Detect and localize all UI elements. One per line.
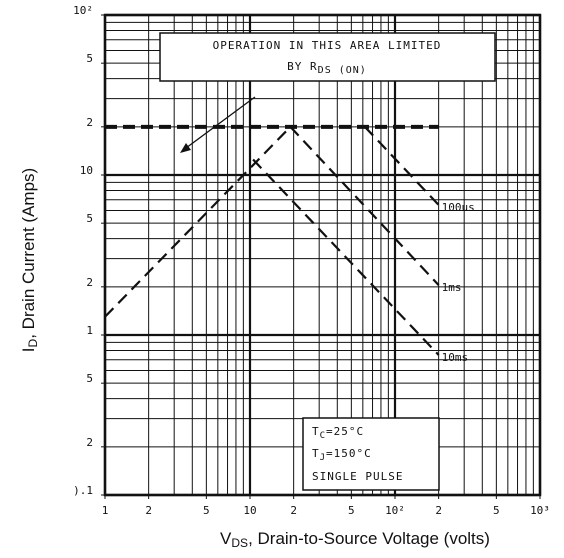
series-label: 100us (442, 201, 475, 214)
x-tick-label: 10³ (530, 504, 550, 517)
series-label: 10ms (442, 351, 469, 364)
x-tick-label: 10 (243, 504, 256, 517)
grid: 1 2 5 10 2 5 10² 2 5 10³ ).1 2 5 1 2 5 10 2 5 10² 100us 1ms 10… (73, 4, 550, 517)
y-axis-label: , Drain Current (Amps) (19, 168, 38, 339)
annotation: T (312, 425, 320, 438)
y-tick-label: 10 (80, 164, 93, 177)
y-tick-label: 10² (73, 4, 93, 17)
y-tick-label: 5 (86, 52, 93, 65)
x-tick-label: 2 (435, 504, 442, 517)
x-axis-label: V (220, 529, 232, 548)
y-tick-label: 2 (86, 116, 93, 129)
annotation: TJ=150°C (312, 447, 372, 463)
plot-border (103, 13, 542, 497)
y-tick-label: 5 (86, 212, 93, 225)
series-line (364, 126, 440, 206)
annotation: =150°C (326, 447, 372, 460)
y-tick-label: 5 (86, 372, 93, 385)
x-tick-label: 2 (290, 504, 297, 517)
y-tick-label: 2 (86, 436, 93, 449)
x-axis-label: VDS, Drain-to-Source Voltage (volts) (220, 529, 490, 550)
x-tick-label: 10² (385, 504, 405, 517)
x-tick-label: 5 (348, 504, 355, 517)
annotation-box (159, 32, 496, 82)
series-line (252, 158, 440, 356)
x-tick-label: 1 (102, 504, 109, 517)
x-tick-label: 5 (203, 504, 210, 517)
annotation: C (320, 431, 326, 441)
y-tick-label: 2 (86, 276, 93, 289)
x-axis-label: , Drain-to-Source Voltage (volts) (248, 529, 490, 548)
series-line (104, 126, 292, 318)
y-tick-label: ).1 (73, 484, 93, 497)
annotation: DS (ON) (318, 65, 367, 76)
arrow (185, 96, 256, 149)
annotation: BY R (287, 60, 318, 73)
x-tick-label: 2 (145, 504, 152, 517)
y-tick-label: 1 (86, 324, 93, 337)
series-line (289, 126, 440, 286)
annotation: TC=25°C (312, 425, 364, 441)
annotation: OPERATION IN THIS AREA LIMITED (213, 39, 442, 52)
x-tick-label: 5 (493, 504, 500, 517)
x-axis-label: DS (231, 536, 248, 550)
annotation: SINGLE PULSE (312, 470, 403, 483)
annotation: BY RDS (ON) (287, 60, 367, 76)
arrow-head (180, 143, 191, 153)
annotation: =25°C (326, 425, 364, 438)
y-axis-label: D (26, 338, 40, 347)
y-axis-label: I (19, 347, 38, 352)
annotation: J (320, 453, 326, 463)
annotation-box (302, 417, 440, 491)
annotation: T (312, 447, 320, 460)
y-axis-label: ID, Drain Current (Amps) (19, 168, 40, 352)
series-label: 1ms (442, 281, 462, 294)
